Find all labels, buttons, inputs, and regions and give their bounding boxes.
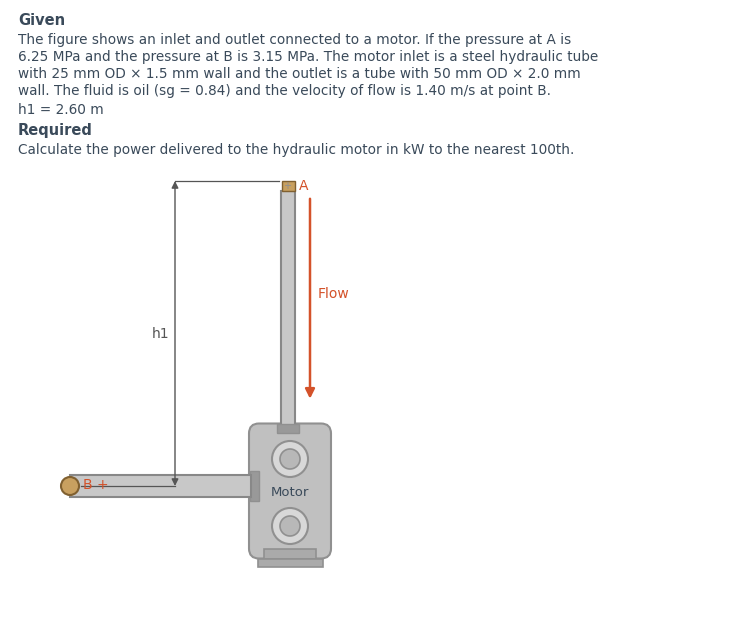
Bar (257, 558, 323, 566)
Text: with 25 mm OD × 1.5 mm wall and the outlet is a tube with 50 mm OD × 2.0 mm: with 25 mm OD × 1.5 mm wall and the outl… (18, 67, 581, 81)
Text: Required: Required (18, 123, 93, 138)
Text: The figure shows an inlet and outlet connected to a motor. If the pressure at A : The figure shows an inlet and outlet con… (18, 33, 571, 47)
Text: Given: Given (18, 13, 65, 28)
Text: Motor: Motor (270, 486, 309, 499)
Text: h1: h1 (152, 327, 169, 340)
Circle shape (272, 508, 308, 544)
FancyBboxPatch shape (249, 424, 331, 558)
Text: 6.25 MPa and the pressure at B is 3.15 MPa. The motor inlet is a steel hydraulic: 6.25 MPa and the pressure at B is 3.15 M… (18, 50, 598, 64)
Circle shape (61, 477, 79, 495)
Bar (281, 191, 295, 432)
Text: h1 = 2.60 m: h1 = 2.60 m (18, 103, 104, 117)
Circle shape (272, 441, 308, 477)
Text: wall. The fluid is oil (sg = 0.84) and the velocity of flow is 1.40 m/s at point: wall. The fluid is oil (sg = 0.84) and t… (18, 84, 551, 98)
Text: +: + (283, 181, 291, 191)
Circle shape (280, 449, 300, 469)
Text: B +: B + (83, 478, 108, 492)
Circle shape (280, 516, 300, 536)
Bar (70, 475, 251, 497)
Text: A: A (299, 179, 309, 193)
Bar (277, 424, 299, 432)
Bar (250, 471, 259, 501)
Text: Calculate the power delivered to the hydraulic motor in kW to the nearest 100th.: Calculate the power delivered to the hyd… (18, 143, 575, 157)
Text: Flow: Flow (318, 287, 350, 301)
Bar (264, 548, 316, 558)
Bar (281, 181, 295, 191)
